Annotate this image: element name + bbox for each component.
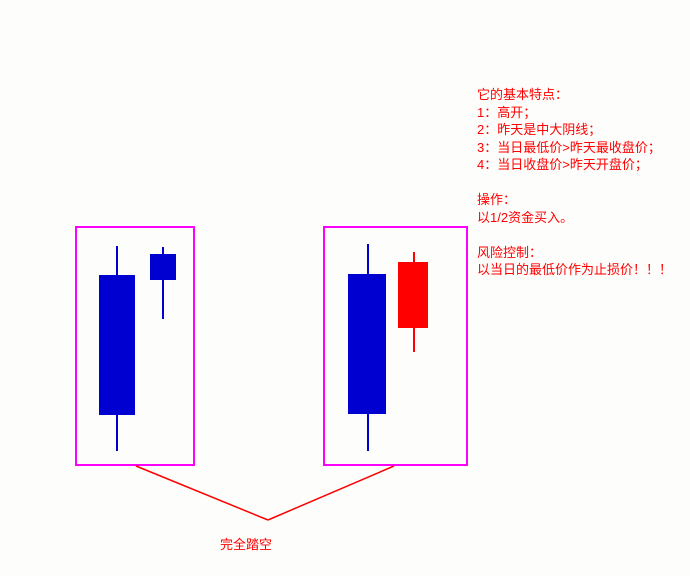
feature-3: 3：当日最低价>昨天最收盘价； [477,140,661,155]
risk-line: 以当日的最低价作为止损价！！！ [477,262,672,277]
features-text: 它的基本特点： 1：高开； 2：昨天是中大阴线； 3：当日最低价>昨天最收盘价；… [477,86,672,279]
op-heading: 操作： [477,192,516,207]
op-line: 以1/2资金买入。 [477,210,573,225]
candle-left-big-body [99,275,135,415]
features-heading: 它的基本特点： [477,87,568,102]
feature-4: 4：当日收盘价>昨天开盘价； [477,157,648,172]
candle-right-red-body [398,262,428,328]
panel-left [75,226,195,466]
candle-right-big-body [348,274,386,414]
risk-heading: 风险控制： [477,245,542,260]
feature-1: 1：高开； [477,105,536,120]
panel-right [323,226,468,466]
bottom-label: 完全踏空 [220,536,272,554]
connector-left-line [136,466,268,520]
feature-2: 2：昨天是中大阴线； [477,122,601,137]
connector-right-line [268,466,394,520]
candle-left-small-body [150,254,176,280]
